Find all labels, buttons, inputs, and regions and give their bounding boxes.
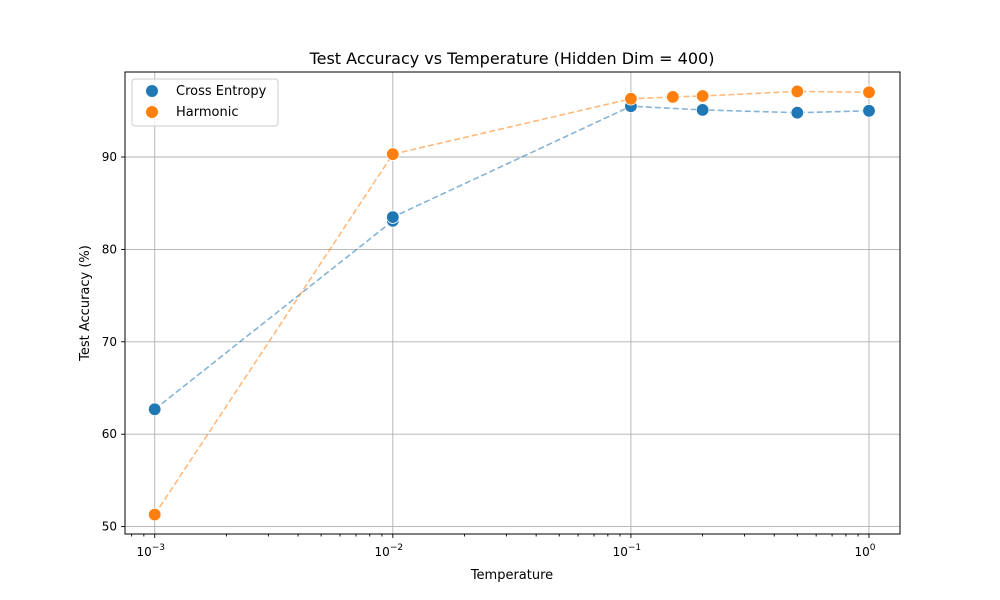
y-axis-ticks: 50 60 70 80 90 <box>102 150 125 534</box>
data-point-cross-entropy <box>386 210 400 224</box>
y-axis-label: Test Accuracy (%) <box>78 245 93 362</box>
legend-label-harmonic: Harmonic <box>176 105 238 120</box>
data-point-harmonic <box>862 85 876 100</box>
y-tick-label: 50 <box>102 520 117 534</box>
x-tick-label: 100 <box>854 543 875 559</box>
legend-box <box>131 78 279 127</box>
x-axis-ticks: 10−3 10−2 10−1 100 <box>131 534 876 559</box>
series-points <box>147 84 876 522</box>
x-tick-label: 10−3 <box>136 543 165 559</box>
data-point-harmonic <box>666 90 680 104</box>
chart-title: Test Accuracy vs Temperature (Hidden Dim… <box>309 49 715 68</box>
x-axis-label: Temperature <box>470 568 553 583</box>
legend-marker-harmonic <box>146 106 158 118</box>
y-tick-label: 70 <box>102 335 117 349</box>
data-point-harmonic <box>695 89 710 103</box>
data-point-harmonic <box>790 84 805 99</box>
legend: Cross Entropy Harmonic <box>131 78 279 127</box>
y-tick-label: 90 <box>102 150 117 164</box>
plot-area <box>124 71 901 535</box>
data-point-cross-entropy <box>862 104 876 118</box>
plot-frame <box>124 71 901 535</box>
y-tick-label: 80 <box>102 242 117 256</box>
legend-marker-cross-entropy <box>146 85 158 97</box>
x-tick-label: 10−2 <box>375 543 404 559</box>
x-tick-label: 10−1 <box>613 543 642 559</box>
data-point-cross-entropy <box>147 402 162 417</box>
legend-label-cross-entropy: Cross Entropy <box>176 84 267 99</box>
data-point-harmonic <box>147 507 162 522</box>
grid-lines <box>125 72 900 534</box>
data-point-cross-entropy <box>695 103 710 117</box>
data-point-harmonic <box>386 147 400 161</box>
data-point-harmonic <box>624 92 638 106</box>
data-point-cross-entropy <box>790 105 805 120</box>
y-tick-label: 60 <box>102 427 117 441</box>
